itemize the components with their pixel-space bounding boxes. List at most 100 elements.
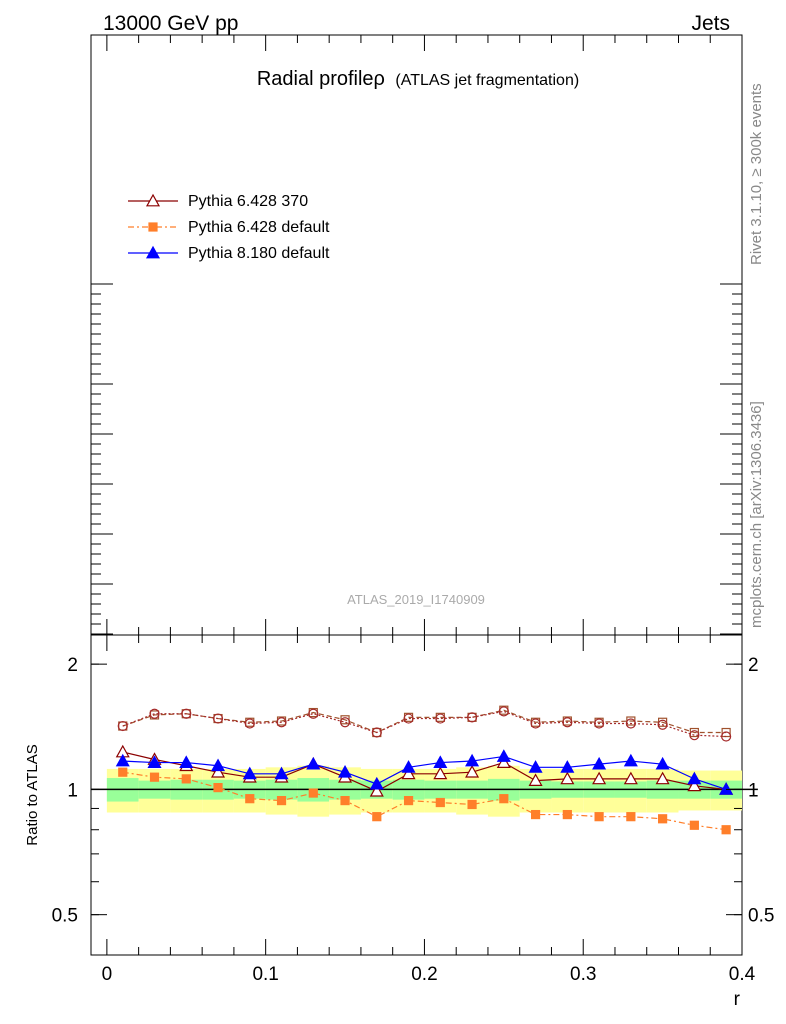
data-point: [593, 718, 605, 729]
legend-entry: Pythia 8.180 default: [128, 245, 330, 262]
data-point: [528, 773, 543, 786]
data-point: [115, 753, 130, 767]
data-point: [592, 771, 607, 785]
data-point: [179, 755, 194, 768]
data-point: [308, 788, 318, 798]
data-point: [340, 795, 350, 806]
data-point: [499, 794, 509, 804]
y-tick-label-right: 2: [748, 655, 759, 676]
chart-title-suffix: (ATLAS jet fragmentation): [395, 72, 579, 89]
data-point: [658, 814, 668, 824]
legend: Pythia 6.428 370 Pythia 6.428 default Pyth…: [128, 193, 330, 262]
header-left: 13000 GeV pp: [103, 12, 238, 35]
data-point: [657, 719, 668, 730]
chart-title-main: Radial profileρ: [257, 68, 385, 90]
series-line: [122, 755, 727, 790]
data-point: [181, 708, 192, 719]
data-point: [149, 772, 160, 782]
analysis-watermark: ATLAS_2019_I1740909: [347, 592, 485, 607]
data-point: [594, 812, 604, 822]
data-point: [592, 756, 607, 770]
chart-title: Radial profileρ (ATLAS jet fragmentation…: [257, 68, 579, 90]
data-point: [498, 706, 509, 717]
series-0: [118, 705, 731, 738]
legend-label: Pythia 6.428 default: [188, 219, 330, 236]
ratio-axes: 0 0.1 0.2 0.3 0.4 0.5 0.5 1 1 2 2: [52, 635, 774, 985]
side-text-top: Rivet 3.1.10, ≥ 300k events: [748, 83, 765, 265]
series-1: [117, 706, 732, 742]
y-tick-label: 1: [67, 780, 78, 801]
data-point: [623, 753, 638, 767]
data-point: [687, 778, 702, 792]
x-axis-label: r: [734, 989, 741, 1010]
data-point: [530, 718, 541, 729]
data-point: [562, 717, 573, 728]
data-point: [274, 766, 289, 780]
x-tick-label: 0.3: [570, 964, 596, 985]
data-point: [118, 767, 128, 777]
data-point: [372, 812, 382, 822]
series-line: [122, 771, 727, 831]
side-text-bottom: mcplots.cern.ch [arXiv:1306.3436]: [748, 401, 765, 628]
legend-marker: [145, 245, 161, 259]
data-point: [496, 755, 511, 768]
data-point: [147, 755, 162, 768]
data-point: [467, 799, 477, 810]
data-point: [211, 764, 226, 778]
data-point: [721, 731, 732, 742]
data-point: [401, 760, 416, 773]
data-point: [369, 783, 384, 797]
data-point: [466, 712, 478, 723]
data-point: [655, 756, 670, 770]
data-point: [721, 825, 731, 835]
legend-label: Pythia 6.428 370: [188, 193, 308, 210]
data-point: [687, 771, 702, 785]
y-tick-label-right: 1: [748, 780, 759, 801]
data-point: [435, 713, 446, 724]
x-tick-label: 0.1: [252, 964, 278, 985]
y-axis-label: Ratio to ATLAS: [24, 744, 41, 845]
data-point: [211, 758, 226, 772]
data-point: [117, 720, 128, 732]
x-tick-label: 0: [102, 964, 113, 985]
y-tick-label: 2: [67, 655, 78, 676]
data-point: [655, 771, 670, 785]
data-point: [403, 713, 414, 724]
data-point: [465, 753, 480, 767]
data-point: [562, 809, 572, 820]
data-point: [560, 771, 575, 785]
data-point: [244, 718, 255, 729]
x-tick-label: 0.2: [411, 964, 437, 985]
legend-entry: Pythia 6.428 370: [128, 193, 308, 210]
data-point: [149, 708, 160, 719]
data-point: [212, 713, 224, 724]
series-line: [122, 709, 727, 734]
series-3: [118, 767, 731, 835]
data-point: [242, 766, 257, 780]
data-point: [306, 756, 321, 770]
legend-entry: Pythia 6.428 default: [128, 219, 330, 236]
data-point: [308, 708, 319, 719]
data-point: [689, 730, 700, 741]
data-point: [465, 764, 480, 778]
data-point: [245, 794, 255, 804]
data-point: [276, 795, 287, 806]
legend-label: Pythia 8.180 default: [188, 245, 330, 262]
data-point: [530, 809, 541, 820]
header-right: Jets: [691, 12, 730, 35]
x-tick-label: 0.4: [729, 964, 756, 985]
data-point: [401, 766, 416, 780]
data-point: [213, 783, 223, 793]
series-4: [115, 749, 734, 795]
data-point: [435, 797, 445, 808]
main-panel-ticks: [91, 35, 743, 635]
data-point: [560, 760, 575, 773]
data-point: [626, 812, 636, 822]
data-point: [625, 718, 636, 729]
data-point: [689, 820, 699, 830]
data-point: [369, 776, 384, 790]
data-point: [623, 771, 638, 785]
data-point: [719, 782, 734, 795]
data-point: [371, 727, 382, 738]
